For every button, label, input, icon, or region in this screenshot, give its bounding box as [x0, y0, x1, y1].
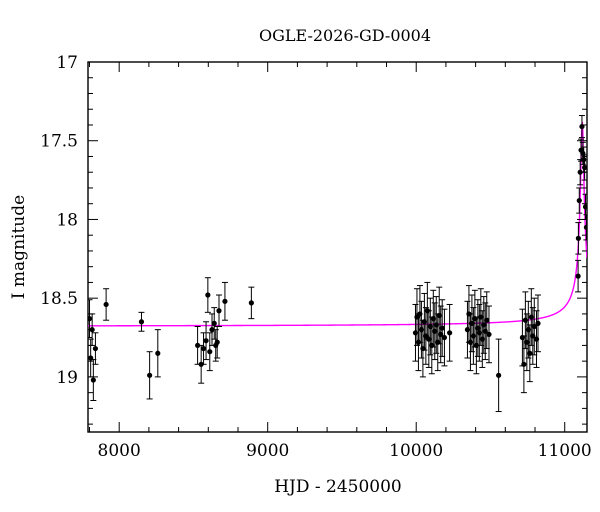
data-point [421, 292, 428, 351]
data-point [154, 329, 161, 378]
point-marker [200, 345, 207, 352]
data-point [103, 288, 110, 321]
data-point [138, 311, 145, 332]
point-marker [216, 308, 222, 314]
data-point [431, 302, 438, 361]
point-marker [195, 342, 201, 349]
data-point [576, 187, 583, 214]
point-marker [205, 292, 211, 298]
data-point [200, 332, 207, 365]
data-point [215, 294, 222, 328]
point-marker [155, 350, 161, 356]
point-marker [248, 300, 254, 306]
point-marker [521, 361, 527, 367]
plot-area [87, 61, 588, 433]
x-tick-label: 9000 [246, 441, 289, 461]
point-marker [214, 339, 220, 345]
y-tick-label: 17 [56, 53, 78, 73]
y-tick-label: 19 [56, 368, 78, 388]
data-point [214, 326, 221, 359]
data-point [212, 329, 219, 362]
data-point [476, 303, 483, 362]
data-point [204, 277, 211, 313]
data-point [483, 291, 490, 350]
data-point [446, 303, 453, 362]
point-marker [496, 372, 502, 378]
data-point [203, 321, 210, 361]
x-tick-label: 11000 [538, 441, 592, 461]
data-point [485, 305, 492, 364]
data-point [526, 324, 533, 383]
x-tick-label: 10000 [389, 441, 443, 461]
point-marker [577, 169, 583, 175]
data-point [525, 300, 532, 359]
plot-frame [87, 61, 588, 433]
y-tick-label: 18 [56, 210, 78, 230]
data-point [248, 286, 255, 320]
point-marker [90, 377, 96, 383]
point-marker [484, 317, 490, 323]
data-point [441, 308, 448, 367]
data-point [413, 288, 420, 346]
data-point [583, 214, 587, 241]
data-point [577, 159, 584, 186]
y-tick-label: 17.5 [40, 132, 78, 152]
data-point [578, 115, 585, 139]
data-point [519, 308, 526, 367]
point-marker [439, 325, 445, 331]
point-marker [103, 301, 109, 308]
point-marker [527, 350, 533, 356]
data-point [194, 326, 201, 365]
data-points [88, 115, 587, 413]
data-point [221, 281, 228, 321]
y-tick-label: 18.5 [40, 289, 78, 309]
x-axis-label: HJD - 2450000 [274, 477, 402, 497]
point-marker [582, 204, 587, 210]
point-marker [447, 330, 453, 336]
y-axis-label: I magnitude [9, 195, 29, 299]
point-marker [486, 331, 492, 337]
point-marker [575, 273, 581, 279]
point-marker [209, 327, 215, 333]
point-marker [222, 298, 228, 304]
data-point [92, 332, 99, 365]
data-point [495, 338, 502, 413]
tick-labels: 8000 9000 10000 11000 17 17.5 18 18.5 19 [40, 53, 592, 461]
data-point [482, 302, 489, 361]
point-marker [92, 345, 99, 352]
point-marker [582, 164, 587, 171]
chart-title: OGLE-2026-GD-0004 [259, 26, 431, 45]
point-marker [535, 320, 541, 326]
point-marker [581, 157, 587, 163]
point-marker [576, 197, 582, 204]
data-point [534, 294, 541, 353]
data-point [520, 335, 527, 394]
point-marker [211, 320, 217, 326]
data-point [575, 259, 582, 293]
point-marker [203, 338, 209, 344]
point-marker [531, 323, 537, 330]
data-point [581, 154, 587, 181]
point-marker [207, 349, 213, 355]
x-tick-label: 8000 [98, 441, 141, 461]
point-marker [575, 235, 581, 241]
data-point [146, 351, 153, 400]
data-point [88, 299, 93, 339]
point-marker [583, 224, 587, 230]
data-point [480, 296, 487, 354]
data-point [422, 307, 429, 365]
model-curve [88, 121, 587, 327]
point-marker [147, 372, 153, 378]
axis-ticks [88, 61, 587, 432]
point-marker [138, 319, 145, 325]
data-point [211, 307, 218, 340]
data-point [575, 222, 582, 255]
point-marker [88, 316, 93, 322]
point-marker [441, 334, 448, 341]
data-point [464, 300, 471, 359]
data-point [90, 359, 97, 402]
